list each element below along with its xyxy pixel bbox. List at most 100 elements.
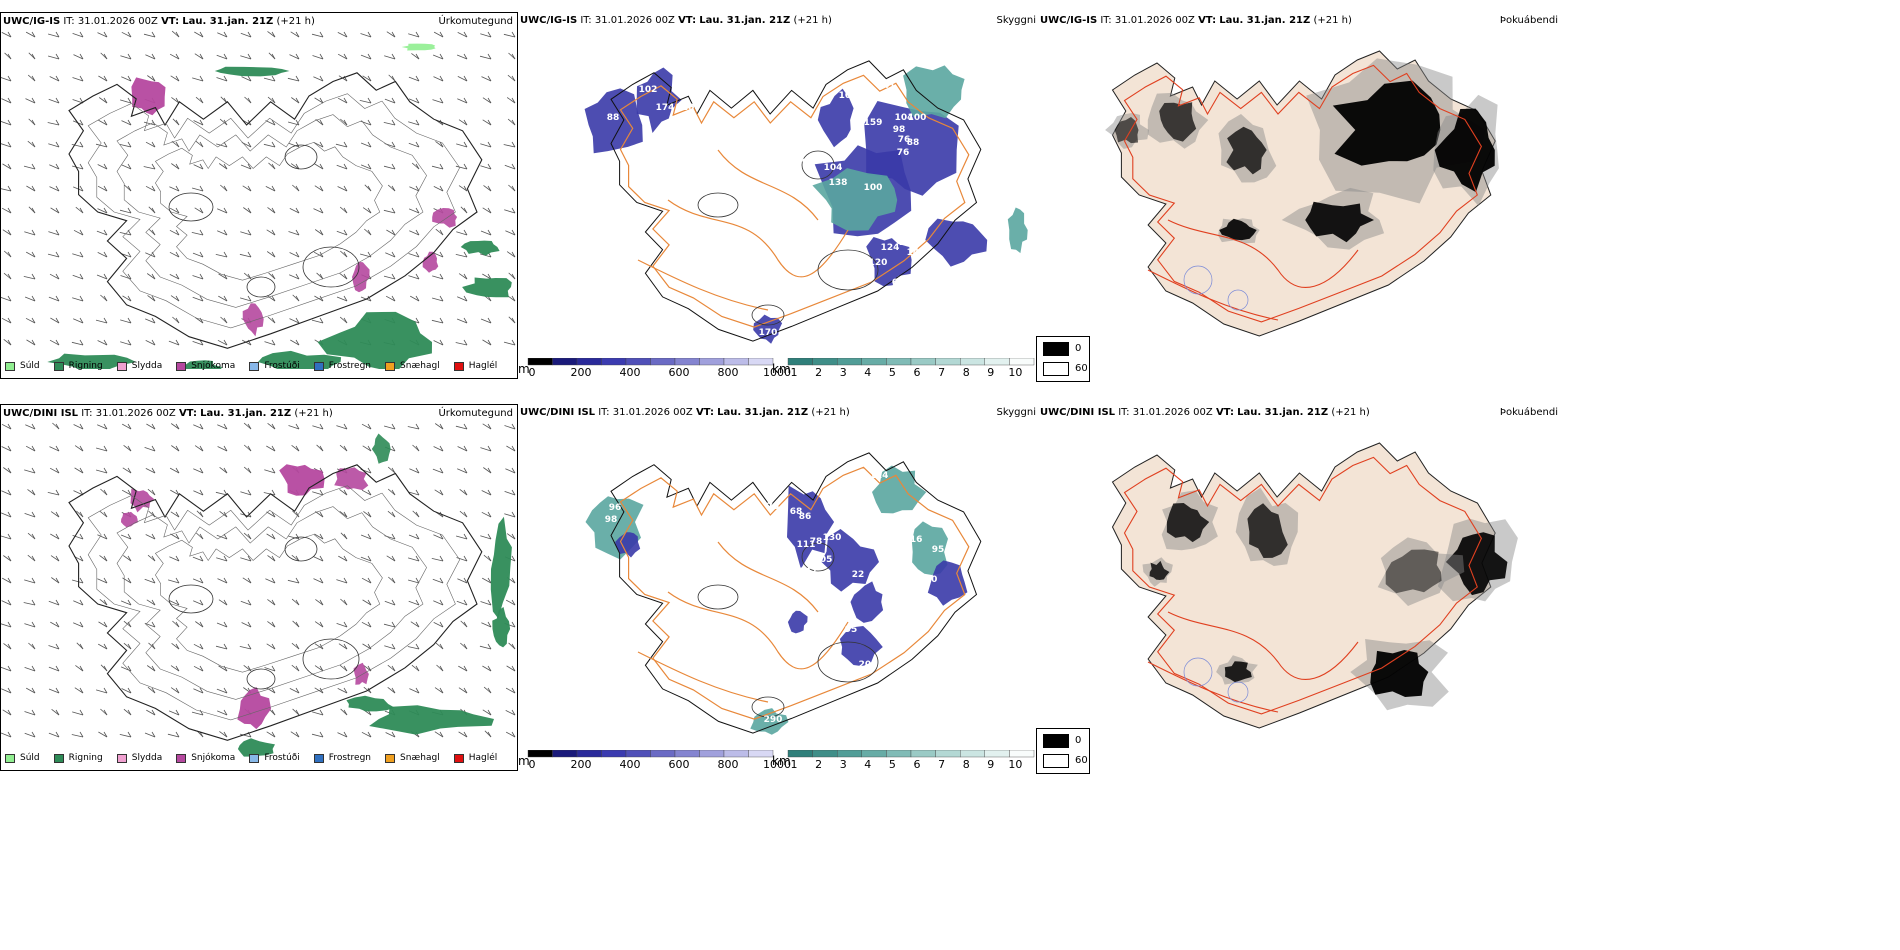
wind-barb-flag: [79, 317, 84, 324]
wind-barb: [360, 534, 372, 540]
wind-barb: [169, 600, 180, 606]
wind-barb: [123, 642, 132, 650]
wind-barb: [265, 120, 276, 126]
colorbar-swatch: [984, 750, 1010, 758]
wind-barb: [145, 141, 156, 148]
wind-barb: [48, 645, 60, 650]
wind-barb: [1, 732, 12, 738]
wind-barb: [337, 732, 348, 738]
wind-barb: [287, 77, 300, 82]
wind-barb-flag: [271, 489, 276, 496]
wind-barb: [431, 319, 444, 324]
wind-barb-flag: [511, 445, 516, 452]
wind-barb-flag: [271, 731, 276, 738]
wind-barb-flag: [55, 141, 60, 148]
wind-barb-flag: [271, 185, 276, 192]
wind-barb: [455, 254, 468, 258]
wind-barb: [504, 513, 516, 518]
wind-barb-flag: [223, 621, 228, 628]
colorbar-swatch: [723, 358, 749, 366]
colorbar-swatch: [910, 750, 936, 758]
roads: [619, 74, 970, 328]
wind-barb-flag: [127, 163, 132, 170]
wind-barb: [120, 55, 132, 60]
wind-barb-flag: [175, 31, 180, 38]
wind-barb: [170, 665, 180, 672]
wind-barb: [25, 98, 36, 104]
wind-barb-flag: [79, 533, 84, 540]
colorbar-swatch: [576, 750, 602, 758]
visibility-area: [925, 218, 988, 267]
wind-barb: [411, 664, 420, 672]
wind-barb-flag: [271, 251, 276, 258]
fog-area-dark: [1114, 117, 1139, 144]
fog-area-dark: [1332, 80, 1441, 166]
wind-barb: [408, 142, 420, 148]
wind-barb-flag: [487, 467, 492, 474]
wind-barb-flag: [319, 687, 324, 694]
wind-barb: [506, 97, 516, 104]
wind-barb: [48, 688, 60, 694]
wind-barb-flag: [103, 339, 108, 346]
wind-barb: [458, 665, 468, 672]
wind-barb-flag: [511, 643, 516, 650]
wind-barb-flag: [271, 577, 276, 584]
colorbar-swatches: [527, 358, 1035, 366]
wind-barb: [408, 600, 420, 606]
legend-swatch: [5, 361, 15, 371]
colorbar-swatch: [886, 358, 912, 366]
wind-barb-flag: [271, 423, 276, 430]
legend-swatch: [313, 753, 324, 763]
wind-barb-flag: [271, 555, 276, 562]
wind-barb: [240, 164, 252, 170]
roads: [1123, 456, 1483, 715]
wind-barb-flag: [175, 467, 180, 474]
visibility-value: 107: [854, 495, 873, 505]
glacier-outline: [246, 276, 276, 298]
wind-barb-flag: [271, 339, 276, 346]
wind-barb: [169, 251, 180, 258]
fog-area-dark: [1445, 532, 1508, 596]
wind-barb: [243, 444, 252, 452]
wind-barb: [192, 578, 204, 584]
wind-barb-flag: [127, 731, 132, 738]
visibility-value: 110: [659, 535, 678, 545]
wind-barb-flag: [127, 555, 132, 562]
wind-barb-flag: [223, 665, 228, 672]
wind-barb: [482, 207, 492, 214]
wind-barb: [217, 32, 228, 38]
visibility-value: 98: [907, 223, 920, 233]
wind-barb-flag: [175, 445, 180, 452]
wind-barb-flag: [511, 423, 516, 430]
wind-barb: [291, 554, 300, 562]
wind-barb-flag: [463, 119, 468, 126]
legend-item: Haglél: [453, 361, 497, 371]
wind-barb: [95, 447, 108, 452]
wind-barb: [240, 557, 252, 562]
ring-road: [1123, 456, 1483, 715]
colorbar-swatch: [1009, 358, 1035, 366]
wind-barb-flag: [487, 317, 492, 324]
wind-barb-flag: [151, 163, 156, 170]
wind-barb: [335, 143, 348, 148]
wind-barb-flag: [151, 317, 156, 324]
wind-barb: [27, 532, 36, 540]
wind-barb: [27, 140, 36, 148]
precip-area: [371, 433, 391, 464]
wind-barb: [432, 468, 444, 474]
wind-barb-flag: [7, 185, 12, 192]
wind-barb-flag: [151, 489, 156, 496]
wind-barb-flag: [199, 339, 204, 346]
precip-area: [346, 695, 395, 712]
wind-barb: [119, 144, 132, 148]
wind-barb: [336, 230, 348, 236]
wind-barb-flag: [103, 31, 108, 38]
legend-swatch: [249, 361, 260, 371]
wind-barb-flag: [31, 731, 36, 738]
wind-barb: [362, 445, 372, 452]
wind-barb: [458, 119, 468, 126]
wind-barb-flag: [103, 445, 108, 452]
wind-barb-flag: [319, 207, 324, 214]
wind-barb-flag: [127, 185, 132, 192]
wind-barb: [240, 55, 252, 60]
